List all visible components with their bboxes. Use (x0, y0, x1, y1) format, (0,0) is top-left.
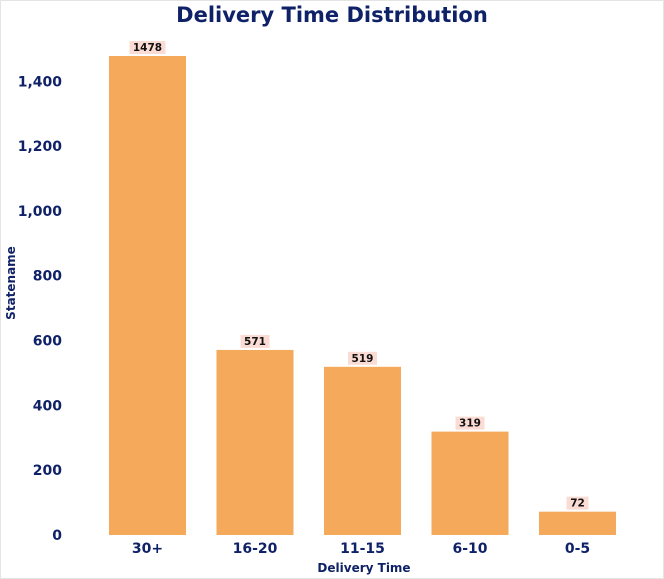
data-label: 319 (455, 416, 485, 430)
y-tick-label: 1,200 (18, 139, 63, 155)
data-label-text: 72 (570, 498, 585, 510)
chart-title: Delivery Time Distribution (176, 3, 488, 27)
data-label-background (455, 416, 485, 430)
y-tick-label: 400 (33, 398, 62, 414)
data-label: 1478 (129, 41, 166, 54)
bar (324, 366, 401, 535)
data-label-background (566, 496, 589, 510)
data-label-text: 1478 (133, 42, 162, 54)
data-label: 72 (566, 496, 589, 510)
x-tick-label: 30+ (132, 541, 163, 557)
bar (109, 56, 186, 535)
data-labels: 1478 571 519 319 72 (129, 41, 589, 510)
x-tick-label: 0-5 (565, 541, 590, 557)
y-tick-label: 200 (33, 463, 62, 479)
data-label: 571 (240, 334, 270, 348)
y-tick-label: 1,400 (18, 74, 63, 90)
x-tick-label: 16-20 (233, 541, 278, 557)
data-label-text: 519 (352, 353, 374, 365)
y-tick-label: 1,000 (18, 204, 63, 220)
x-tick-label: 11-15 (340, 541, 385, 557)
data-label-background (129, 41, 166, 54)
data-label-text: 571 (244, 336, 266, 348)
data-label-text: 319 (459, 418, 481, 430)
x-axis-ticks: 30+ 16-20 11-15 6-10 0-5 (132, 541, 590, 557)
bar (216, 349, 294, 535)
y-axis-ticks: 0 200 400 600 800 1,000 1,200 1,400 (18, 74, 63, 544)
y-tick-label: 600 (33, 334, 62, 350)
x-axis-title: Delivery Time (317, 561, 410, 575)
bars (109, 56, 616, 535)
bar (431, 431, 509, 535)
y-tick-label: 800 (33, 269, 62, 285)
bar (539, 511, 616, 535)
data-label: 519 (348, 351, 377, 365)
data-label-background (348, 351, 377, 365)
y-axis-title: Statename (4, 246, 18, 320)
y-tick-label: 0 (52, 528, 62, 544)
data-label-background (240, 334, 270, 348)
x-tick-label: 6-10 (452, 541, 487, 557)
